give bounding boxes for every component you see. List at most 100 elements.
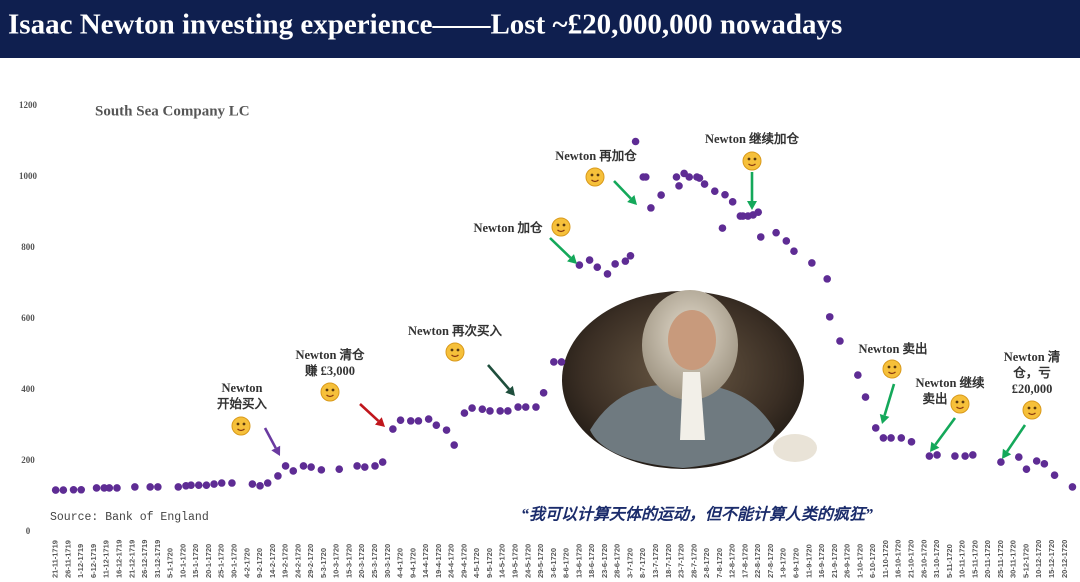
arrow-head	[1002, 448, 1012, 459]
x-tick-label: 29-5-1720	[536, 544, 545, 578]
annotation-text: 卖出	[922, 391, 947, 406]
x-tick-label: 30-1-1720	[229, 544, 238, 578]
data-point	[879, 434, 888, 442]
x-tick-label: 22-8-1720	[753, 544, 762, 578]
emoji-eye	[747, 157, 751, 161]
x-tick-label: 25-3-1720	[370, 544, 379, 578]
data-point	[432, 421, 441, 429]
data-point	[154, 483, 162, 491]
data-point	[642, 173, 650, 181]
x-tick-label: 28-6-1720	[613, 544, 622, 578]
emoji-eye	[893, 365, 897, 369]
data-point	[854, 371, 862, 379]
data-point	[442, 426, 451, 434]
x-tick-label: 20-1-1720	[204, 544, 213, 578]
emoji-eye	[331, 388, 335, 392]
x-tick-label: 18-6-1720	[587, 544, 596, 578]
data-point	[389, 425, 397, 433]
annotation-text: £20,000	[1012, 382, 1053, 396]
x-tick-label: 24-2-1720	[293, 544, 302, 578]
data-point	[335, 465, 344, 473]
annotation-text: Newton 继续	[915, 375, 985, 390]
x-tick-label: 16-9-1720	[817, 544, 826, 578]
data-point	[532, 403, 540, 411]
x-tick-label: 20-12-1720	[1060, 540, 1069, 578]
data-point	[210, 480, 218, 488]
x-tick-label: 20-11-1720	[983, 540, 992, 578]
x-tick-label: 1-10-1720	[855, 544, 864, 578]
emoji-mouth	[237, 428, 245, 432]
x-tick-label: 17-8-1720	[740, 544, 749, 578]
data-point	[871, 424, 880, 432]
emoji-face	[231, 416, 251, 436]
arrow-head	[747, 201, 757, 210]
chart-subtitle: South Sea Company LC	[95, 103, 250, 119]
y-tick-label: 400	[21, 384, 35, 394]
data-point	[360, 463, 369, 471]
arrow-shaft	[883, 383, 896, 416]
x-tick-label: 15-11-1720	[970, 540, 979, 578]
emoji-eye	[325, 388, 329, 392]
data-point	[289, 467, 298, 475]
data-point	[621, 257, 630, 265]
x-tick-label: 29-2-1720	[306, 544, 315, 578]
annotation-text: Newton 再次买入	[408, 323, 503, 338]
x-tick-label: 2-8-1720	[702, 548, 711, 578]
quote: “我可以计算天体的运动，但不能计算人类的疯狂”	[521, 506, 873, 524]
y-tick-label: 0	[26, 526, 31, 536]
x-tick-label: 14-4-1720	[421, 544, 430, 578]
x-tick-label: 9-2-1720	[255, 548, 264, 578]
data-point	[424, 415, 433, 423]
data-point	[550, 358, 558, 366]
data-point	[69, 485, 78, 494]
x-tick-label: 26-9-1720	[843, 544, 852, 578]
data-point	[951, 452, 959, 460]
x-tick-label: 31-10-1720	[932, 540, 941, 578]
data-point	[478, 405, 487, 413]
data-point	[728, 198, 737, 206]
arrow-head	[567, 254, 577, 264]
data-point	[317, 466, 326, 474]
chart-title: Isaac Newton investing experience——Lost …	[8, 9, 842, 41]
data-point	[557, 358, 566, 366]
emoji-eye	[562, 223, 566, 227]
emoji-eye	[887, 365, 891, 369]
data-point	[450, 441, 459, 449]
data-point	[504, 407, 512, 415]
emoji-eye	[753, 157, 757, 161]
emoji-mouth	[956, 406, 964, 410]
x-tick-label: 12-8-1720	[728, 544, 737, 578]
x-tick-label: 24-5-1720	[523, 544, 532, 578]
emoji-eye	[955, 400, 959, 404]
data-point	[1040, 460, 1049, 468]
data-point	[710, 187, 719, 195]
emoji-mouth	[451, 354, 459, 358]
annotation-text: Newton 清	[1004, 349, 1061, 364]
annotation-text: Newton 继续加仓	[705, 131, 800, 146]
data-point	[782, 237, 791, 245]
x-tick-label: 4-4-1720	[396, 548, 405, 578]
data-point	[105, 484, 114, 492]
x-tick-label: 26-12-1719	[140, 540, 149, 578]
data-point	[695, 174, 704, 182]
data-point	[146, 483, 154, 491]
data-point	[202, 481, 211, 489]
data-point	[51, 486, 60, 494]
data-point	[406, 417, 415, 425]
annotation-text: 赚 £3,000	[304, 363, 355, 378]
emoji-eye	[456, 348, 460, 352]
x-tick-label: 19-4-1720	[434, 544, 443, 578]
data-point	[887, 434, 895, 442]
arrow-head	[627, 195, 637, 205]
x-tick-label: 24-4-1720	[447, 544, 456, 578]
arrow-shaft	[613, 180, 632, 200]
data-point	[700, 180, 709, 188]
data-point	[836, 337, 844, 345]
arrow-shaft	[934, 417, 957, 446]
emoji-eye	[450, 348, 454, 352]
x-tick-label: 19-5-1720	[510, 544, 519, 578]
data-point	[113, 484, 121, 492]
data-point	[217, 479, 226, 487]
x-tick-label: 5-1-1720	[166, 548, 175, 578]
arrow-head	[505, 385, 515, 396]
